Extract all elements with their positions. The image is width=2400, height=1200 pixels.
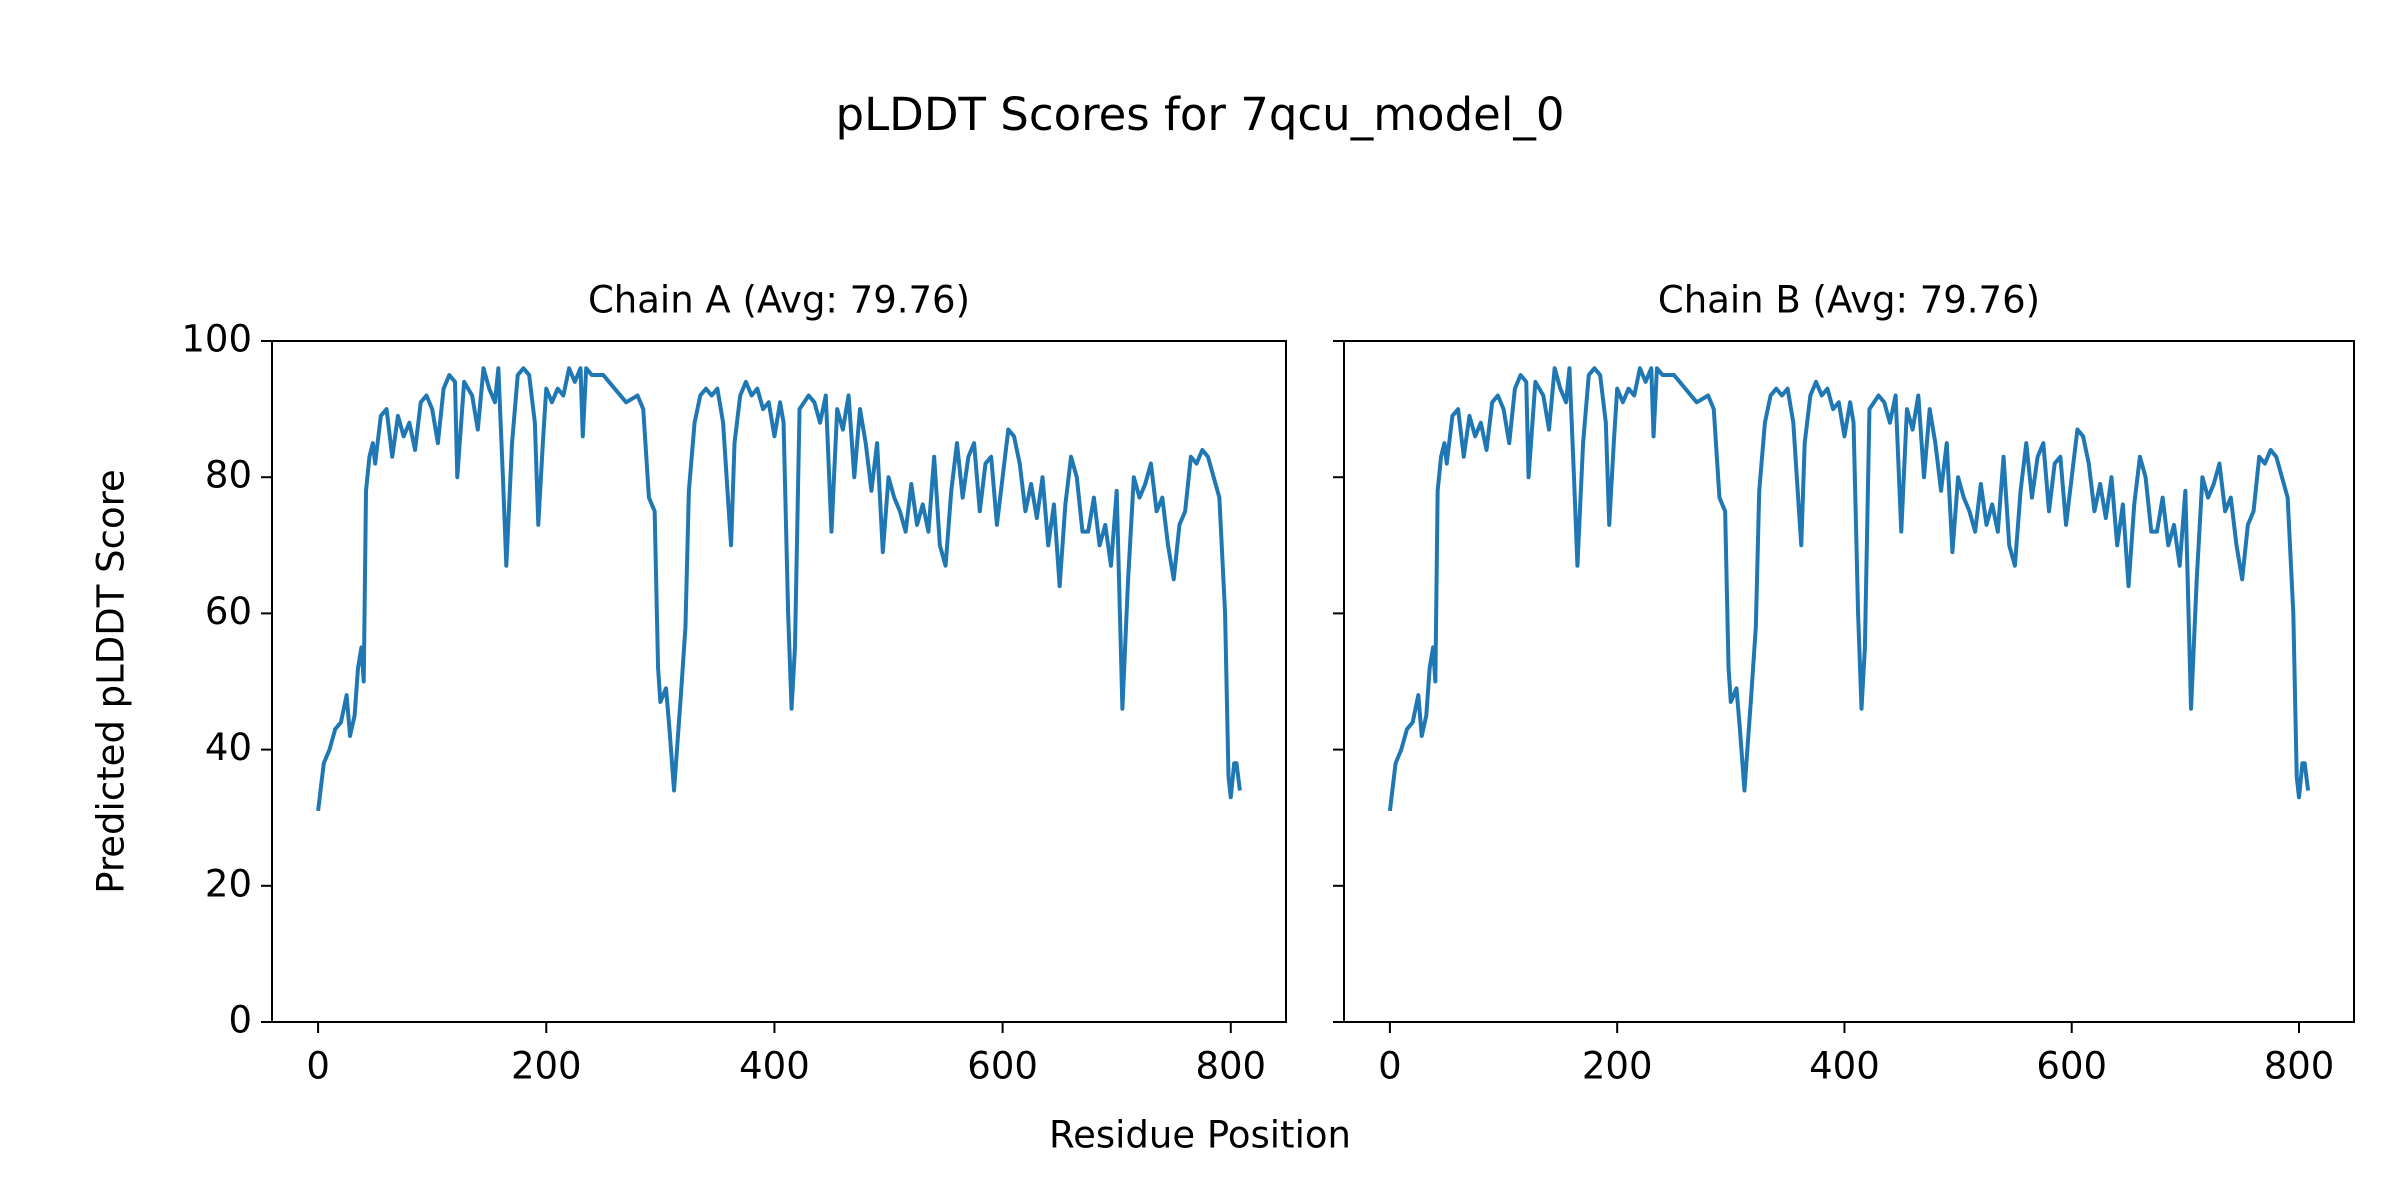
x-axis-label: Residue Position [1049,1114,1351,1157]
y-tick-label: 20 [205,862,252,905]
subplot-title: Chain B (Avg: 79.76) [1658,279,2040,322]
y-tick-label: 80 [205,454,252,497]
x-tick-label: 600 [2036,1045,2107,1088]
x-tick-label: 400 [739,1045,810,1088]
y-axis-label: Predicted pLDDT Score [90,469,133,894]
x-tick-label: 800 [1195,1045,1266,1088]
y-tick-label: 40 [205,726,252,769]
subplot-title: Chain A (Avg: 79.76) [588,279,970,322]
y-tick-label: 60 [205,590,252,633]
x-tick-label: 200 [1582,1045,1653,1088]
x-tick-label: 400 [1809,1045,1880,1088]
data-line [1387,366,2311,812]
x-tick-label: 600 [967,1045,1038,1088]
figure-title: pLDDT Scores for 7qcu_model_0 [836,88,1565,141]
y-tick-label: 100 [181,318,252,361]
data-line [316,366,1242,812]
x-tick-label: 0 [306,1045,330,1088]
x-tick-label: 800 [2264,1045,2335,1088]
x-tick-label: 200 [511,1045,582,1088]
axes-frame [1343,340,2355,1023]
axes-frame [271,340,1287,1023]
y-tick-label: 0 [228,999,252,1042]
x-tick-label: 0 [1378,1045,1402,1088]
